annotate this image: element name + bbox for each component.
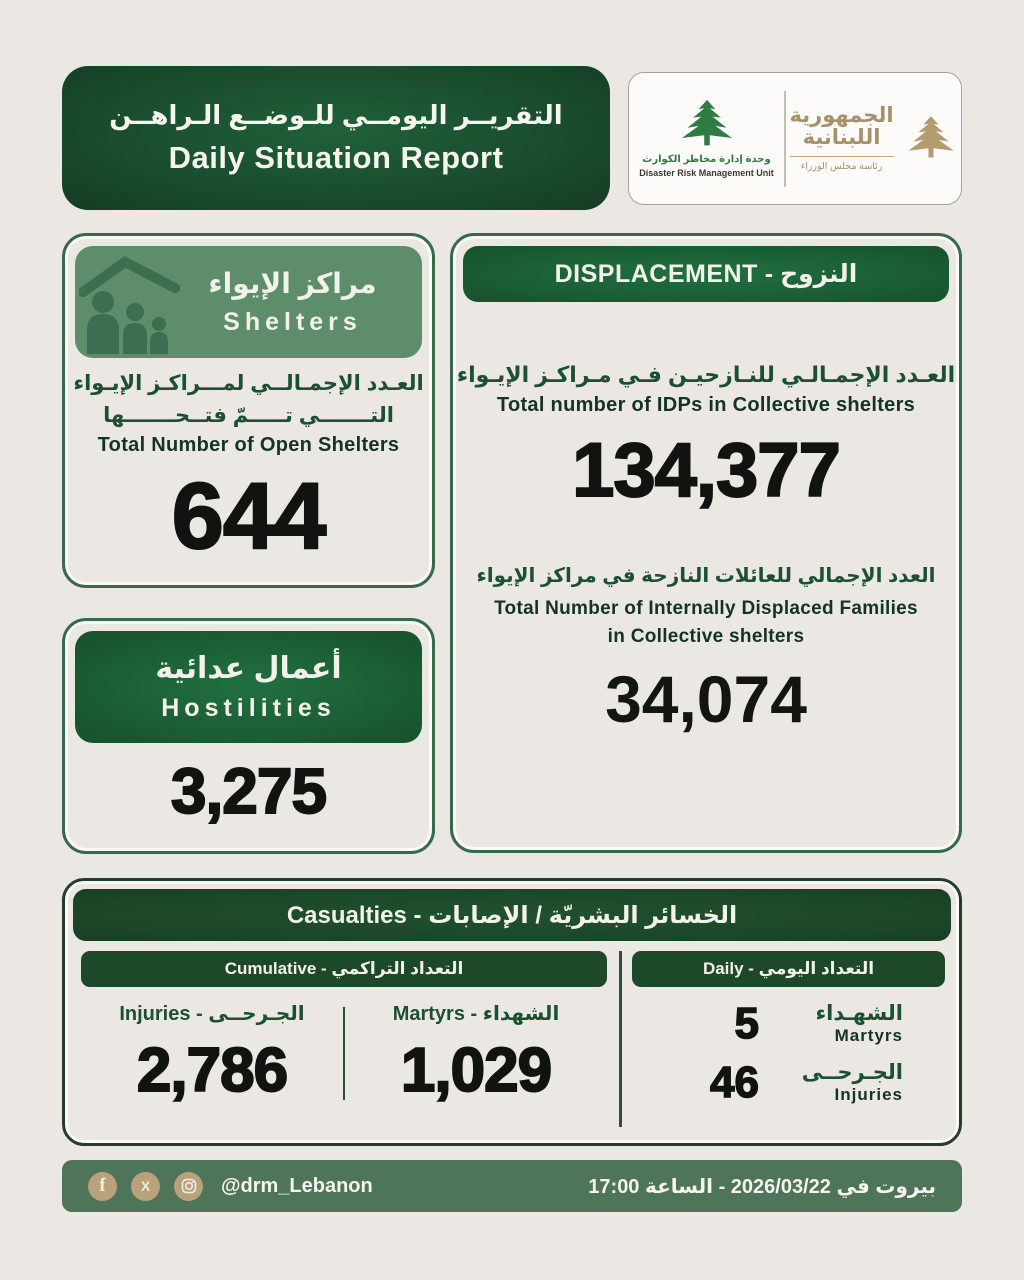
cumulative-section-header: التعداد التراكمي - Cumulative — [81, 951, 607, 987]
displacement-card: النزوح - DISPLACEMENT العـدد الإجمـالـي … — [450, 233, 962, 853]
shelters-description: العـدد الإجمـالــي لمـــراكـز الإيـواء ا… — [65, 368, 432, 457]
idps-stat: العـدد الإجمـالـي للنـازحيـن فـي مـراكـز… — [453, 358, 959, 513]
casualties-card: الخسائر البشريّة / الإصابات - Casualties… — [62, 878, 962, 1146]
idps-desc-arabic: العـدد الإجمـالـي للنـازحيـن فـي مـراكـز… — [456, 362, 956, 387]
report-title-banner: التقريــر اليومــي للـوضــع الـراهــن Da… — [62, 66, 610, 210]
daily-injuries-label-english: Injuries — [834, 1085, 903, 1104]
shelters-card-header: مراكز الإيواء Shelters — [75, 246, 422, 358]
cumulative-title: التعداد التراكمي - Cumulative — [224, 959, 464, 978]
casualties-content: التعداد التراكمي - Cumulative الجـرحــى … — [65, 941, 959, 1137]
social-icons: f X — [88, 1171, 203, 1201]
shelters-card: مراكز الإيواء Shelters العـدد الإجمـالــ… — [62, 233, 435, 588]
idps-total-value: 134,377 — [571, 428, 842, 513]
casualties-card-header: الخسائر البشريّة / الإصابات - Casualties — [73, 889, 951, 941]
shelters-total-value: 644 — [171, 463, 328, 568]
families-total-value: 34,074 — [605, 662, 807, 737]
cedar-tree-gold-icon — [907, 115, 954, 158]
facebook-icon[interactable]: f — [88, 1171, 117, 1201]
instagram-icon[interactable] — [174, 1171, 203, 1201]
hostilities-card: أعمال عدائية Hostilities 3,275 — [62, 618, 435, 854]
shelter-people-icon — [79, 250, 183, 354]
hostilities-total-value: 3,275 — [170, 755, 328, 827]
families-desc-arabic: العدد الإجمالي للعائلات النازحة في مراكز… — [476, 565, 936, 587]
shelters-title-arabic: مراكز الإيواء — [208, 268, 377, 299]
republic-name-line2: اللبنانية — [802, 126, 881, 149]
daily-injuries-value: 46 — [709, 1057, 759, 1107]
republic-name-line1: الجمهورية — [789, 103, 894, 127]
cumulative-injuries-label: الجـرحــى - Injuries — [119, 1003, 305, 1025]
cumulative-divider — [343, 1007, 345, 1100]
hostilities-title-arabic: أعمال عدائية — [155, 652, 342, 685]
drm-name-english: Disaster Risk Management Unit — [639, 168, 774, 178]
cumulative-injuries: الجـرحــى - Injuries 2,786 — [81, 1001, 343, 1105]
casualties-title: الخسائر البشريّة / الإصابات - Casualties — [286, 901, 738, 929]
report-title-english: Daily Situation Report — [168, 140, 504, 175]
republic-subtitle: رئاسة مجلس الوزراء — [789, 156, 894, 172]
daily-martyrs-row: 5 الشهـداء Martyrs — [632, 998, 945, 1048]
shelters-title-english: Shelters — [223, 308, 362, 336]
daily-section-header: التعداد اليومي - Daily — [632, 951, 945, 987]
daily-martyrs-labels: الشهـداء Martyrs — [793, 1001, 903, 1046]
daily-injuries-label-arabic: الجـرحــى — [801, 1061, 903, 1084]
families-stat: العدد الإجمالي للعائلات النازحة في مراكز… — [453, 561, 959, 732]
drm-name-arabic: وحدة إدارة مخاطر الكوارث — [642, 154, 771, 165]
daily-martyrs-label-english: Martyrs — [834, 1026, 903, 1045]
daily-martyrs-label-arabic: الشهـداء — [815, 1002, 903, 1025]
logo-plate: وحدة إدارة مخاطر الكوارث Disaster Risk M… — [628, 72, 962, 205]
daily-martyrs-value: 5 — [734, 998, 760, 1048]
daily-injuries-labels: الجـرحــى Injuries — [793, 1060, 903, 1105]
shelters-desc-arabic-line2: التـــــــي تـــــمّ فتــحـــــــها — [103, 403, 394, 427]
daily-injuries-row: 46 الجـرحــى Injuries — [632, 1057, 945, 1107]
cumulative-martyrs-label: الشهداء - Martyrs — [392, 1003, 560, 1025]
displacement-title: النزوح - DISPLACEMENT — [554, 260, 858, 288]
cedar-tree-green-icon — [681, 99, 732, 146]
families-desc-english-line1: Total Number of Internally Displaced Fam… — [494, 598, 918, 619]
casualties-section-divider — [619, 951, 622, 1127]
displacement-card-header: النزوح - DISPLACEMENT — [463, 246, 949, 302]
lebanese-republic-logo: الجمهورية اللبنانية رئاسة مجلس الوزراء — [789, 103, 958, 172]
cumulative-martyrs-value: 1,029 — [400, 1036, 553, 1105]
drm-logo: وحدة إدارة مخاطر الكوارث Disaster Risk M… — [633, 99, 781, 178]
cumulative-section: التعداد التراكمي - Cumulative الجـرحــى … — [69, 947, 619, 1137]
cumulative-stats: الجـرحــى - Injuries 2,786 الشهداء - Mar… — [81, 1001, 607, 1105]
logo-divider — [784, 90, 786, 187]
daily-section: التعداد اليومي - Daily 5 الشهـداء Martyr… — [622, 947, 955, 1137]
x-twitter-icon[interactable]: X — [131, 1171, 160, 1201]
hostilities-card-header: أعمال عدائية Hostilities — [75, 631, 422, 743]
daily-title: التعداد اليومي - Daily — [702, 959, 875, 978]
footer-bar: f X @drm_Lebanon بيروت في 2026/03/22 - ا… — [62, 1160, 962, 1212]
hostilities-title-english: Hostilities — [161, 694, 336, 722]
republic-calligraphy: الجمهورية اللبنانية رئاسة مجلس الوزراء — [789, 103, 894, 172]
report-title-arabic: التقريــر اليومــي للـوضــع الـراهــن — [109, 100, 563, 130]
cumulative-injuries-value: 2,786 — [136, 1036, 289, 1105]
families-desc-english-line2: in Collective shelters — [607, 625, 805, 647]
shelters-desc-english: Total Number of Open Shelters — [97, 434, 400, 456]
social-handle: @drm_Lebanon — [221, 1174, 373, 1197]
report-datetime: بيروت في 2026/03/22 - الساعة 17:00 — [588, 1175, 936, 1198]
cumulative-martyrs: الشهداء - Martyrs 1,029 — [345, 1001, 607, 1105]
shelters-desc-arabic-line1: العـدد الإجمـالــي لمـــراكـز الإيـواء — [73, 372, 424, 395]
idps-desc-english: Total number of IDPs in Collective shelt… — [496, 394, 916, 416]
